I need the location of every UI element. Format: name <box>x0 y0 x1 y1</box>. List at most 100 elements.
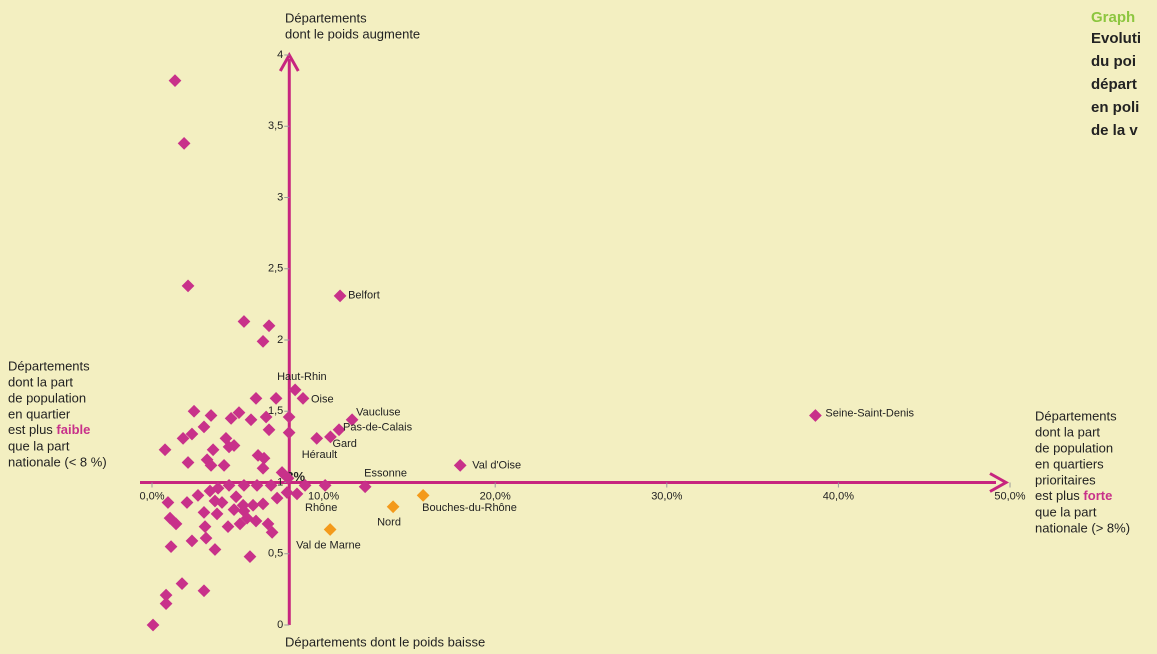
point <box>185 427 199 441</box>
y-tick-label: 2,5 <box>268 263 283 275</box>
point-label: Val d'Oise <box>472 459 521 471</box>
point <box>250 478 264 492</box>
y-tick-label: 4 <box>277 49 283 61</box>
point <box>298 478 312 492</box>
point <box>269 392 283 405</box>
point <box>215 496 229 509</box>
point-label: Val de Marne <box>296 539 361 551</box>
point <box>310 431 324 445</box>
x-tick-label: 30,0% <box>651 490 682 502</box>
x-tick-label: 40,0% <box>823 490 854 502</box>
point <box>168 74 182 88</box>
point-label: Bouches-du-Rhône <box>422 502 517 514</box>
note-line: de population <box>8 390 86 405</box>
point <box>262 319 276 333</box>
chart-title: de la v <box>1091 122 1138 139</box>
point <box>358 480 372 494</box>
point <box>229 490 243 504</box>
point <box>204 459 218 472</box>
note-line: est plus faible <box>8 422 90 437</box>
point <box>237 478 251 492</box>
chart-title: en poli <box>1091 99 1139 116</box>
y-tick-label: 2 <box>277 334 283 346</box>
point <box>290 487 304 501</box>
point-label: Belfort <box>348 290 380 302</box>
point-label: Gard <box>332 438 356 450</box>
point <box>256 497 270 511</box>
note-line: est plus forte <box>1035 488 1112 503</box>
y-tick-label: 0,5 <box>268 548 283 560</box>
note-line: que la part <box>1035 504 1097 519</box>
point <box>222 478 236 492</box>
point <box>217 459 231 472</box>
point <box>281 471 295 485</box>
note-line: nationale (> 8%) <box>1035 520 1130 535</box>
point <box>177 136 191 150</box>
note-line: prioritaires <box>1035 472 1096 487</box>
point <box>197 420 211 434</box>
point <box>262 423 276 437</box>
point <box>244 413 258 427</box>
point <box>416 488 430 502</box>
point-label: Oise <box>311 393 334 405</box>
point <box>204 409 218 422</box>
bottom-label: Départements dont le poids baisse <box>285 634 485 649</box>
point <box>224 412 238 425</box>
point <box>259 410 273 424</box>
point <box>187 404 201 418</box>
point <box>158 443 172 457</box>
point <box>181 456 195 469</box>
point <box>257 451 271 465</box>
point <box>296 392 310 405</box>
x-tick-label: 50,0% <box>994 490 1025 502</box>
x-axis-arrow <box>989 472 1010 493</box>
note-line: dont la part <box>8 374 73 389</box>
point <box>280 486 294 499</box>
note-text: est plus <box>1035 488 1083 503</box>
note-line: en quartiers <box>1035 456 1104 471</box>
point <box>288 383 302 397</box>
note-text: est plus <box>8 422 56 437</box>
point <box>386 500 400 514</box>
point-label: Haut-Rhin <box>277 371 327 383</box>
point <box>237 315 251 328</box>
note-line: dont la part <box>1035 424 1100 439</box>
top-label: Départements <box>285 10 367 25</box>
point <box>232 406 246 420</box>
note-line: nationale (< 8 %) <box>8 454 107 469</box>
x-tick-label: 10,0% <box>308 490 339 502</box>
point <box>161 496 175 509</box>
point-label: Pas-de-Calais <box>343 422 413 434</box>
point <box>180 496 194 509</box>
y-tick-label: 1,5 <box>268 405 283 417</box>
note-emphasis: forte <box>1083 488 1112 503</box>
point <box>282 410 296 424</box>
point <box>264 478 278 492</box>
point <box>333 289 347 303</box>
point <box>270 491 284 505</box>
point <box>203 484 217 498</box>
point <box>345 413 359 427</box>
point <box>453 459 467 472</box>
point <box>256 335 270 348</box>
point <box>318 478 332 492</box>
point-label: Seine-Saint-Denis <box>825 407 914 419</box>
y-tick-label: 3,5 <box>268 120 283 132</box>
point <box>256 461 270 475</box>
note-line: en quartier <box>8 406 71 421</box>
chart-kicker: Graph <box>1091 9 1135 26</box>
point-label: Vaucluse <box>356 407 400 419</box>
note-line: de population <box>1035 440 1113 455</box>
point-label: Rhône <box>305 502 337 514</box>
chart-title: départ <box>1091 76 1137 93</box>
point-label: Nord <box>377 517 401 529</box>
point <box>181 279 195 293</box>
x-tick-label: 0,0% <box>139 490 164 502</box>
point-label: Hérault <box>302 449 337 461</box>
note-line: Départements <box>8 358 90 373</box>
y-tick-label: 1 <box>277 476 283 488</box>
point <box>249 392 263 405</box>
y-tick-label: 0 <box>277 619 283 631</box>
